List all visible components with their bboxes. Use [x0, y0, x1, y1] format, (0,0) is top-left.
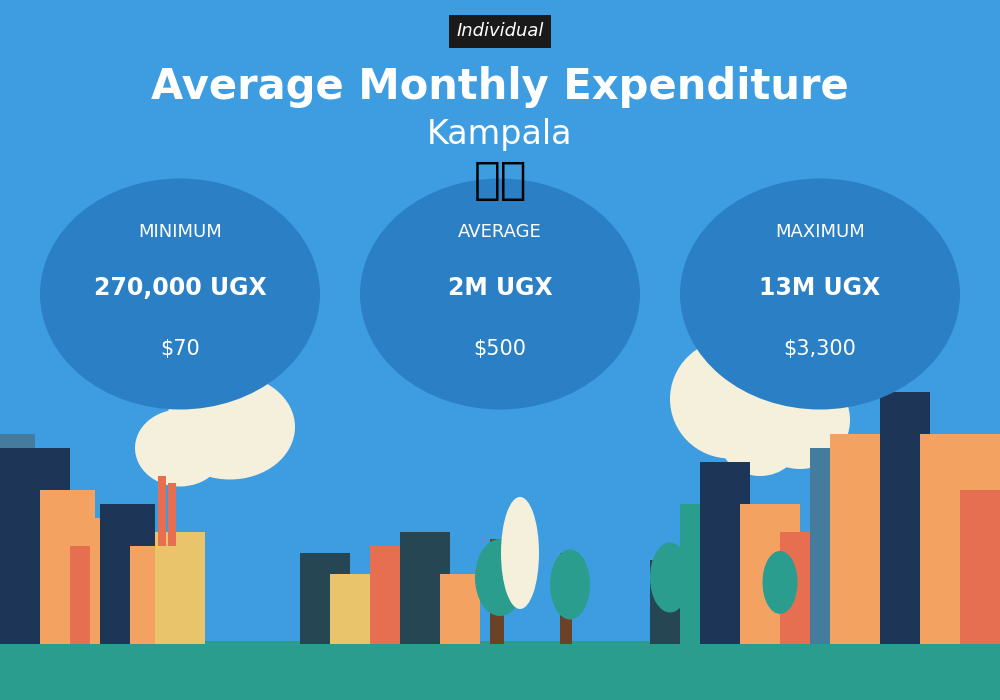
Bar [920, 434, 1000, 644]
Ellipse shape [501, 497, 539, 609]
Text: MINIMUM: MINIMUM [138, 223, 222, 242]
Ellipse shape [720, 406, 800, 476]
Bar [780, 532, 820, 644]
Ellipse shape [135, 410, 225, 486]
Bar [158, 476, 166, 546]
Bar [960, 490, 1000, 644]
Text: Average Monthly Expenditure: Average Monthly Expenditure [151, 66, 849, 108]
Bar [0, 448, 70, 644]
Ellipse shape [40, 178, 320, 410]
Ellipse shape [165, 374, 295, 480]
Ellipse shape [360, 178, 640, 410]
Bar [168, 483, 176, 546]
Bar [90, 518, 150, 644]
Ellipse shape [750, 371, 850, 469]
Bar [740, 504, 800, 644]
Text: Kampala: Kampala [427, 118, 573, 151]
Bar [650, 560, 690, 644]
Bar [680, 504, 705, 644]
Bar [40, 490, 95, 644]
Bar [70, 546, 115, 644]
Text: MAXIMUM: MAXIMUM [775, 223, 865, 242]
Bar [155, 532, 205, 644]
Bar [700, 462, 750, 644]
Text: $70: $70 [160, 339, 200, 358]
Text: 2M UGX: 2M UGX [448, 276, 552, 300]
Ellipse shape [763, 551, 798, 614]
Text: Individual: Individual [456, 22, 544, 41]
Text: $500: $500 [474, 339, 526, 358]
Text: AVERAGE: AVERAGE [458, 223, 542, 242]
Bar [0, 434, 35, 644]
Bar [130, 546, 170, 644]
Text: 13M UGX: 13M UGX [759, 276, 881, 300]
Bar [100, 504, 155, 644]
Bar [330, 574, 390, 644]
Bar [830, 434, 910, 644]
Text: $3,300: $3,300 [784, 339, 856, 358]
Bar [300, 553, 350, 644]
Bar [490, 539, 504, 644]
Text: 270,000 UGX: 270,000 UGX [94, 276, 266, 300]
Ellipse shape [475, 539, 525, 616]
Bar [0, 640, 1000, 700]
Bar [440, 574, 480, 644]
Ellipse shape [550, 550, 590, 620]
Bar [560, 553, 572, 644]
Ellipse shape [670, 340, 790, 458]
Bar [880, 392, 930, 644]
Ellipse shape [650, 542, 690, 612]
Text: 🇺🇬: 🇺🇬 [473, 159, 527, 202]
Bar [810, 448, 840, 644]
Bar [370, 546, 410, 644]
Bar [400, 532, 450, 644]
Ellipse shape [680, 178, 960, 410]
